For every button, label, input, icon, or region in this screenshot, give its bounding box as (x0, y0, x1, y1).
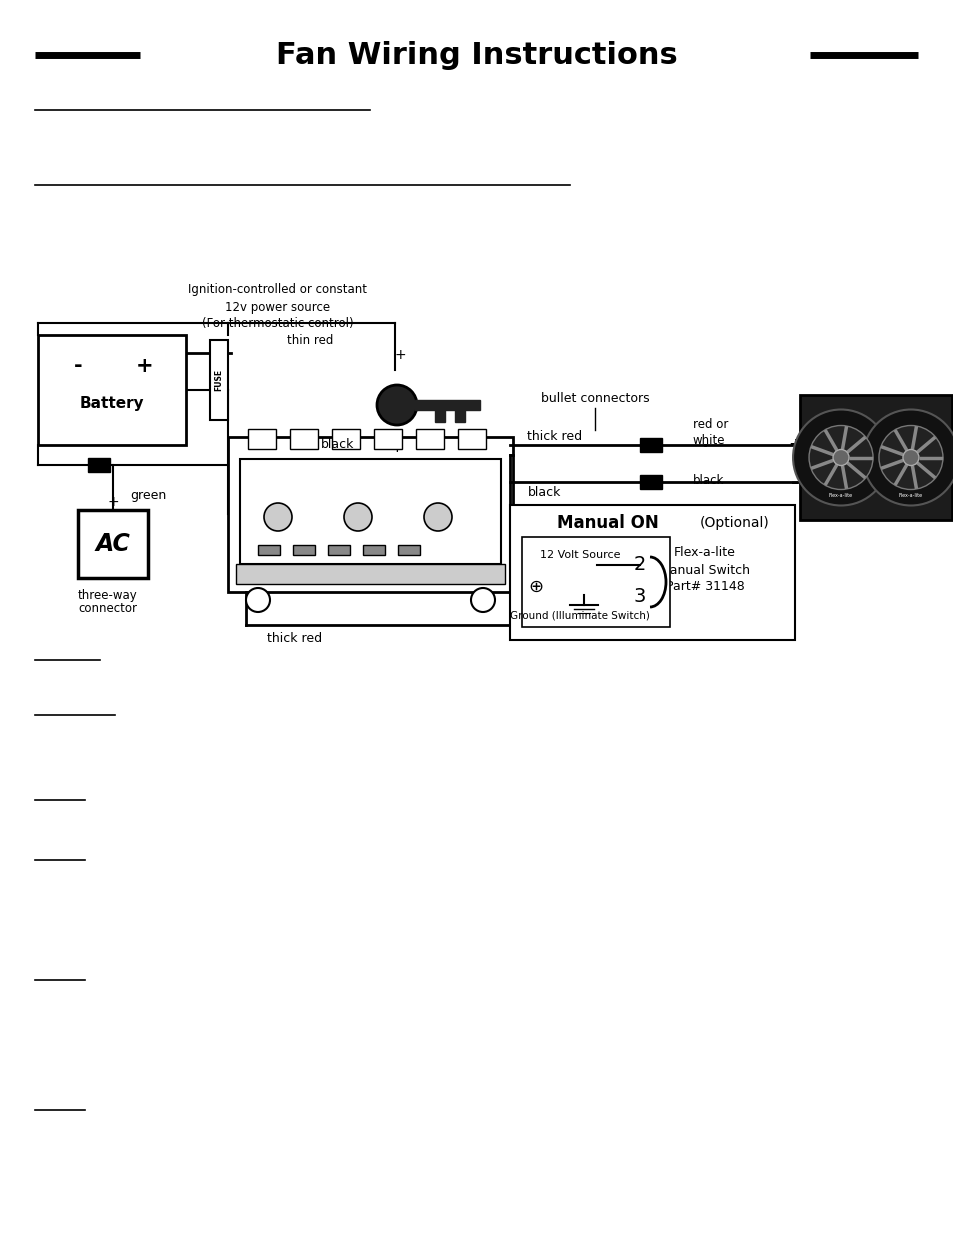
Text: Ground (Illuminate Switch): Ground (Illuminate Switch) (510, 610, 649, 620)
Bar (639, 438, 661, 452)
Bar (235, 564, 504, 584)
Bar (521, 537, 669, 627)
Text: thick red: thick red (267, 631, 322, 645)
Circle shape (264, 503, 292, 531)
Text: Fan Wiring Instructions: Fan Wiring Instructions (275, 41, 678, 69)
Circle shape (808, 426, 872, 489)
Text: -: - (790, 473, 799, 492)
Bar (457, 429, 485, 450)
Bar (332, 429, 359, 450)
Text: +: + (107, 495, 119, 509)
Text: +: + (390, 440, 403, 454)
Text: 2: 2 (633, 556, 645, 574)
Bar (363, 545, 385, 555)
Text: 12 Volt Source: 12 Volt Source (539, 550, 619, 559)
Bar (248, 429, 275, 450)
Text: Flex-a-lite: Flex-a-lite (828, 493, 852, 498)
Bar (240, 459, 500, 564)
Bar (435, 410, 444, 422)
Text: bullet connectors: bullet connectors (540, 391, 649, 405)
Text: red or
white: red or white (692, 417, 727, 447)
Bar (800, 395, 951, 520)
Text: black: black (528, 485, 561, 499)
Bar (78, 510, 148, 578)
Text: +: + (135, 356, 153, 375)
Bar (416, 429, 443, 450)
Bar (328, 545, 350, 555)
Circle shape (902, 450, 918, 466)
Bar (415, 400, 479, 410)
Bar (257, 545, 280, 555)
Circle shape (471, 588, 495, 613)
Bar (455, 410, 464, 422)
Text: black: black (692, 473, 723, 487)
Bar (374, 429, 401, 450)
Text: FUSE: FUSE (214, 369, 223, 391)
Bar (290, 429, 317, 450)
Bar (510, 505, 794, 640)
Text: AC: AC (95, 532, 131, 556)
Circle shape (832, 450, 848, 466)
Bar (38, 335, 186, 445)
Text: -: - (73, 356, 82, 375)
Text: (Optional): (Optional) (700, 516, 769, 530)
Text: Part# 31148: Part# 31148 (665, 580, 743, 594)
Circle shape (246, 588, 270, 613)
Text: thin red: thin red (287, 333, 333, 347)
Text: connector: connector (78, 601, 137, 615)
Bar (293, 545, 314, 555)
Text: green: green (130, 489, 166, 501)
Text: Flex-a-lite: Flex-a-lite (674, 547, 735, 559)
Text: Manual Switch: Manual Switch (659, 563, 750, 577)
Circle shape (376, 385, 416, 425)
Bar (210, 340, 228, 420)
Text: ⊕: ⊕ (528, 578, 543, 597)
Circle shape (878, 426, 942, 489)
Text: thick red: thick red (527, 431, 582, 443)
Bar (228, 437, 513, 592)
Circle shape (344, 503, 372, 531)
Bar (397, 545, 419, 555)
Text: three-way: three-way (78, 589, 137, 601)
Circle shape (792, 410, 888, 505)
Text: +: + (787, 436, 801, 454)
Text: Flex-a-lite: Flex-a-lite (898, 493, 923, 498)
Bar (639, 475, 661, 489)
Text: 3: 3 (633, 588, 645, 606)
Circle shape (423, 503, 452, 531)
Text: Ignition-controlled or constant
12v power source
(For thermostatic control): Ignition-controlled or constant 12v powe… (189, 284, 367, 331)
Text: Manual ON: Manual ON (557, 514, 659, 532)
Text: Battery: Battery (80, 395, 144, 411)
Text: +: + (394, 348, 405, 362)
Bar (88, 458, 110, 472)
Circle shape (862, 410, 953, 505)
Text: black: black (321, 438, 355, 452)
Circle shape (390, 398, 403, 412)
